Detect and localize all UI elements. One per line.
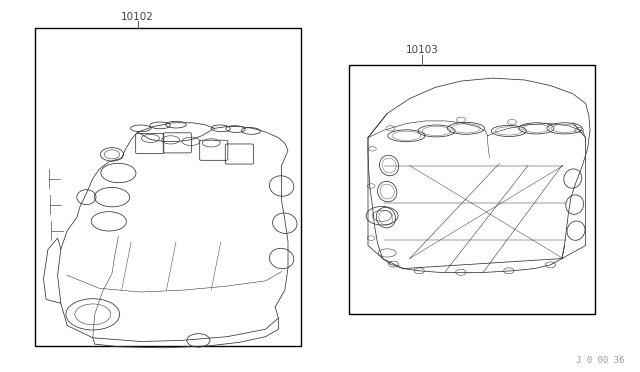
Bar	[349, 65, 595, 314]
Bar	[35, 28, 301, 346]
Text: 10102: 10102	[121, 12, 154, 22]
Text: J 0 00 36: J 0 00 36	[575, 356, 624, 365]
Text: 10103: 10103	[406, 45, 439, 55]
